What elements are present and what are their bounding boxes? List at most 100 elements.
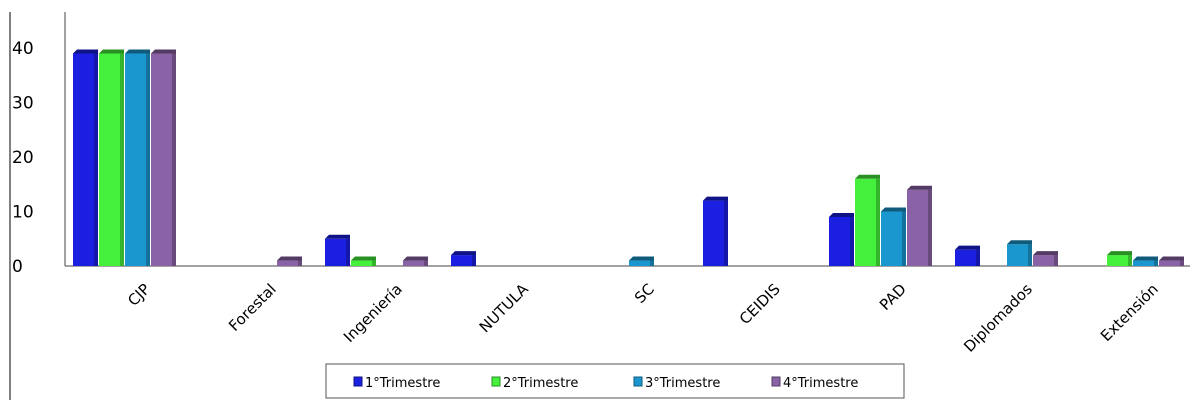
bar <box>1033 251 1058 266</box>
category-label: SC <box>631 280 658 307</box>
y-tick-label: 40 <box>12 39 34 59</box>
bar-body <box>277 260 302 266</box>
category-label: PAD <box>876 280 910 314</box>
bar <box>277 256 302 266</box>
bar-top <box>1033 251 1058 256</box>
bar <box>881 207 906 266</box>
bar-body <box>403 260 428 266</box>
bar-body <box>151 53 176 267</box>
bar-shade <box>724 200 728 266</box>
bar-top <box>125 49 150 54</box>
bar-top <box>1133 256 1158 261</box>
bar-shade <box>1028 244 1032 266</box>
bar-top <box>1007 240 1032 245</box>
category-label: CJP <box>124 280 154 310</box>
bar-top <box>403 256 428 261</box>
legend-swatch <box>353 376 363 387</box>
bar-shade <box>298 260 302 266</box>
bar <box>907 185 932 266</box>
bar-top <box>829 212 854 217</box>
category-label: Extensión <box>1097 280 1162 345</box>
bar <box>1007 240 1032 266</box>
bar-top <box>855 174 880 179</box>
bar-shade <box>1180 260 1184 266</box>
bar <box>151 49 176 267</box>
bar <box>451 251 476 266</box>
bar-top <box>907 185 932 190</box>
legend-box <box>325 363 905 399</box>
category-label: NUTULA <box>476 280 533 337</box>
bar <box>955 245 980 266</box>
bar-shade <box>472 255 476 266</box>
bar <box>829 212 854 266</box>
bar-shade <box>928 189 932 266</box>
bar-shade <box>346 238 350 266</box>
bar-body <box>881 211 906 266</box>
bar-top <box>325 234 350 239</box>
bar <box>629 256 654 266</box>
bar-top <box>955 245 980 250</box>
bar-shade <box>94 53 98 267</box>
bar <box>125 49 150 267</box>
y-tick-label: 0 <box>12 257 23 277</box>
bar <box>855 174 880 266</box>
bar-body <box>451 255 476 266</box>
bar-body <box>1007 244 1032 266</box>
category-label: Forestal <box>225 280 280 335</box>
bar-top <box>881 207 906 212</box>
legend: 1°Trimestre 2°Trimestre 3°Trimestre 4°Trime… <box>325 363 905 399</box>
bar <box>351 256 376 266</box>
bar-body <box>955 249 980 266</box>
bar-top <box>451 251 476 256</box>
bar <box>703 196 728 266</box>
category-labels: CJP Forestal Ingeniería NUTULA SC CEIDIS PAD Di… <box>124 280 1162 356</box>
bar-top <box>1107 251 1132 256</box>
legend-swatch <box>491 376 501 387</box>
legend-label: 3°Trimestre <box>645 376 720 391</box>
bar <box>99 49 124 267</box>
bar-body <box>855 178 880 266</box>
bar-body <box>1107 255 1132 266</box>
bar-top <box>1159 256 1184 261</box>
bar-top <box>99 49 124 54</box>
category-label: Ingeniería <box>340 280 406 346</box>
bar <box>403 256 428 266</box>
y-tick-label: 20 <box>12 148 34 168</box>
legend-swatch <box>771 376 781 387</box>
bar <box>73 49 98 267</box>
category-label: Diplomados <box>960 280 1036 356</box>
legend-label: 4°Trimestre <box>783 376 858 391</box>
bar <box>325 234 350 266</box>
bars-group <box>73 49 1184 267</box>
bar-shade <box>424 260 428 266</box>
bar-shade <box>372 260 376 266</box>
y-tick-label: 30 <box>12 94 34 114</box>
bar-top <box>151 49 176 54</box>
bar-body <box>907 189 932 266</box>
bar <box>1159 256 1184 266</box>
bar-shade <box>1128 255 1132 266</box>
bar-shade <box>120 53 124 267</box>
bar-body <box>703 200 728 266</box>
bar-body <box>1033 255 1058 266</box>
bar-shade <box>650 260 654 266</box>
y-tick-label: 10 <box>12 203 34 223</box>
bar-top <box>277 256 302 261</box>
bar <box>1133 256 1158 266</box>
legend-label: 2°Trimestre <box>503 376 578 391</box>
bar-shade <box>902 211 906 266</box>
bar-shade <box>876 178 880 266</box>
bar-body <box>1133 260 1158 266</box>
bar-shade <box>1054 255 1058 266</box>
bar-top <box>629 256 654 261</box>
bar-body <box>829 216 854 266</box>
bar-top <box>73 49 98 54</box>
legend-label: 1°Trimestre <box>365 376 440 391</box>
bar-top <box>351 256 376 261</box>
bar-shade <box>850 216 854 266</box>
bar-shade <box>146 53 150 267</box>
y-tick-labels: 0 10 20 30 40 <box>12 39 34 277</box>
bar-shade <box>1154 260 1158 266</box>
bar-body <box>351 260 376 266</box>
